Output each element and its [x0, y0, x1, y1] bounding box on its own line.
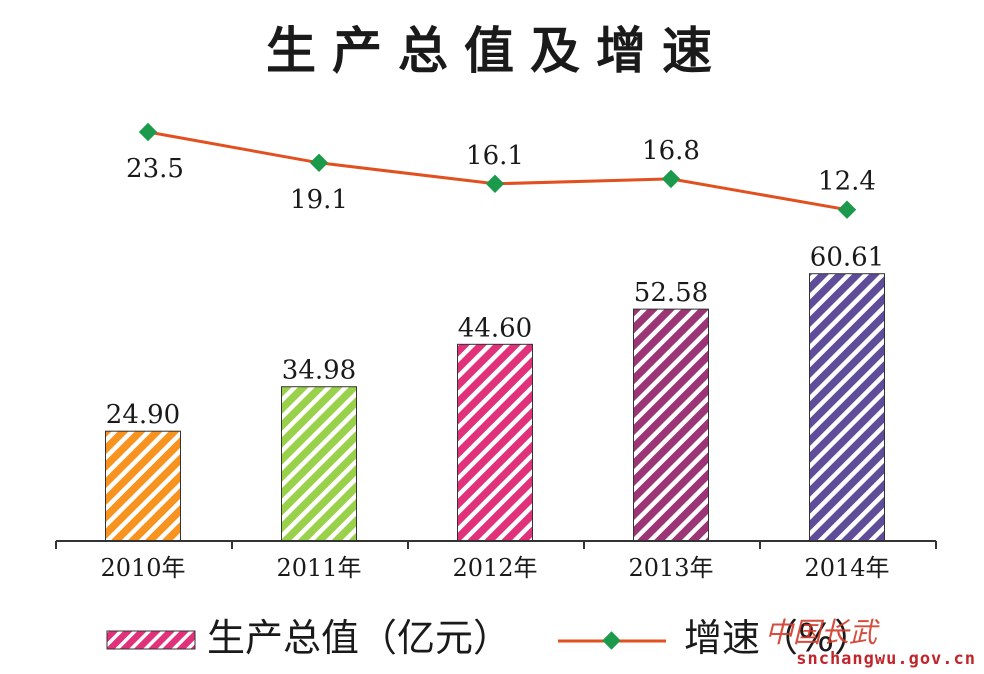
bar-value-label: 60.61: [810, 243, 884, 273]
bar-2010年: [105, 430, 181, 542]
growth-value-label: 16.1: [466, 141, 524, 171]
growth-marker: [309, 153, 329, 172]
bar-2014年: [809, 273, 885, 542]
bar-2011年: [281, 386, 357, 542]
growth-value-label: 12.4: [818, 167, 876, 197]
watermark-url: snchangwu.gov.cn: [796, 649, 976, 669]
bar-value-label: 52.58: [634, 278, 708, 308]
legend-label-line: 增速（%）: [684, 616, 872, 660]
bar-value-label: 44.60: [458, 313, 532, 343]
growth-value-label: 16.8: [642, 136, 700, 166]
legend-swatch-bar: [106, 630, 196, 650]
line-layer: 23.5 19.1 16.1 16.8 12.4: [126, 122, 876, 219]
growth-marker: [837, 200, 857, 219]
chart-title: 生产总值及增速: [266, 22, 728, 80]
bars-layer: 24.90 34.98 44.60 52.58 60.61: [105, 243, 885, 542]
legend: 生产总值（亿元） 增速（%）: [106, 616, 872, 660]
legend-swatch-marker: [602, 631, 621, 650]
bar-2013年: [633, 308, 709, 542]
growth-value-label: 23.5: [126, 154, 184, 184]
bar-value-label: 24.90: [106, 400, 180, 430]
x-axis: 2010年 2011年 2012年 2013年 2014年: [55, 540, 937, 582]
growth-marker: [485, 174, 505, 193]
x-tick-label: 2011年: [276, 554, 361, 582]
growth-marker: [138, 122, 158, 142]
legend-label-bar: 生产总值（亿元）: [207, 616, 511, 660]
bar-value-label: 34.98: [282, 356, 356, 386]
x-tick-label: 2013年: [628, 554, 713, 582]
bar-2012年: [457, 343, 533, 542]
x-tick-label: 2014年: [804, 554, 889, 582]
growth-marker: [661, 169, 681, 189]
x-tick-label: 2012年: [452, 554, 537, 582]
watermark-logo: 中国长武: [765, 616, 880, 649]
x-tick-label: 2010年: [100, 554, 185, 582]
growth-value-label: 19.1: [290, 185, 348, 215]
